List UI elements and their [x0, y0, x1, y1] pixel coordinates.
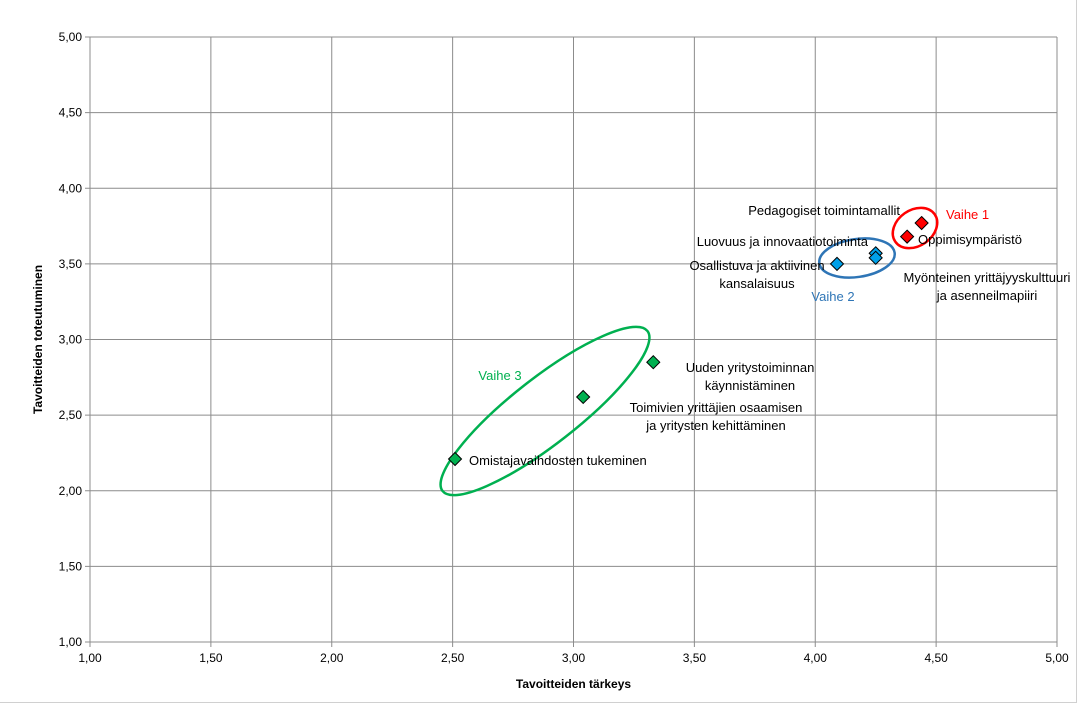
point-label: Omistajavaihdosten tukeminen	[469, 453, 647, 468]
point-label: Oppimisympäristö	[918, 232, 1022, 247]
data-point	[646, 354, 661, 370]
data-point	[899, 229, 915, 244]
point-label: Osallistuva ja aktiivinen	[689, 258, 824, 273]
data-point	[914, 215, 929, 231]
data-point	[447, 451, 463, 467]
x-tick-label: 1,50	[199, 651, 223, 665]
point-label: kansalaisuus	[719, 276, 795, 291]
group-ellipse	[439, 325, 651, 497]
point-label: Luovuus ja innovaatiotoiminta	[697, 234, 869, 249]
y-tick-label: 1,50	[59, 559, 83, 573]
y-tick-label: 2,00	[59, 484, 83, 498]
y-tick-label: 4,50	[59, 106, 83, 120]
group-label: Vaihe 3	[478, 368, 521, 383]
y-tick-label: 5,00	[59, 30, 83, 44]
group-ellipse	[818, 237, 896, 279]
data-point	[829, 256, 845, 272]
point-label: ja yritysten kehittäminen	[645, 418, 785, 433]
x-axis-title: Tavoitteiden tärkeys	[516, 677, 631, 691]
x-tick-label: 2,50	[441, 651, 465, 665]
x-tick-label: 1,00	[78, 651, 102, 665]
y-tick-label: 2,50	[59, 408, 83, 422]
point-label: Uuden yritystoiminnan	[686, 360, 815, 375]
point-label: Toimivien yrittäjien osaamisen	[630, 400, 803, 415]
x-tick-label: 3,00	[562, 651, 586, 665]
x-tick-label: 3,50	[683, 651, 707, 665]
x-tick-label: 4,50	[924, 651, 948, 665]
y-tick-label: 3,00	[59, 333, 83, 347]
point-label: Pedagogiset toimintamallit	[748, 203, 900, 218]
group-label: Vaihe 1	[946, 207, 989, 222]
point-label: ja asenneilmapiiri	[936, 288, 1038, 303]
y-tick-label: 4,00	[59, 181, 83, 195]
y-axis-title: Tavoitteiden toteutuminen	[31, 265, 45, 414]
point-label: käynnistäminen	[705, 378, 795, 393]
y-tick-label: 3,50	[59, 257, 83, 271]
x-tick-label: 2,00	[320, 651, 344, 665]
group-ellipse	[891, 206, 939, 250]
data-point	[868, 250, 883, 266]
y-tick-label: 1,00	[59, 635, 83, 649]
point-label: Myönteinen yrittäjyyskulttuuri	[904, 270, 1071, 285]
data-point	[575, 389, 591, 405]
x-tick-label: 4,00	[804, 651, 828, 665]
x-tick-label: 5,00	[1045, 651, 1069, 665]
group-label: Vaihe 2	[811, 289, 854, 304]
